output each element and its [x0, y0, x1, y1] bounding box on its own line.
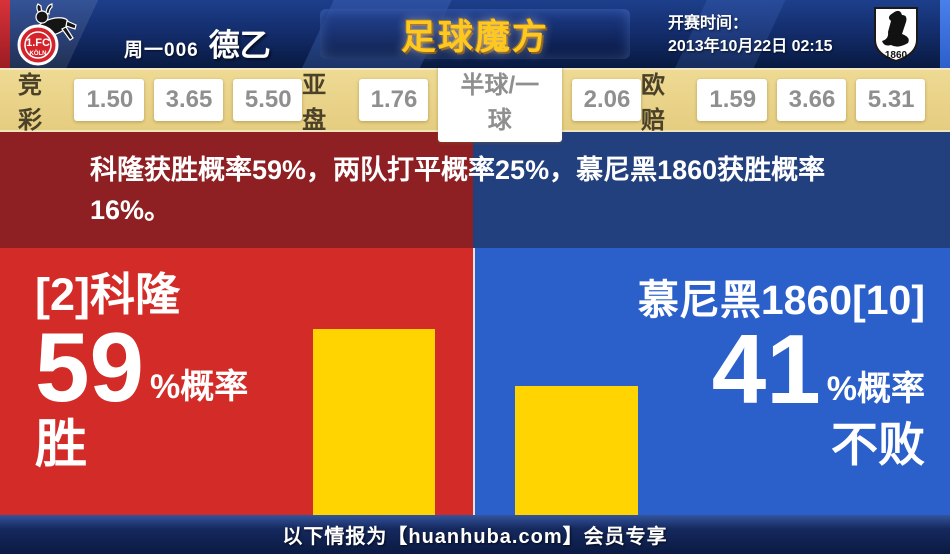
away-probability-bar [515, 386, 638, 515]
odds-group-jingcai: 竞彩 1.50 3.65 5.50 [18, 65, 303, 135]
home-team-name: [2]科隆 [35, 269, 180, 320]
munich-1860-crest-icon: 1860 [874, 7, 918, 63]
odds-label-jingcai: 竞彩 [18, 72, 42, 134]
prediction-summary: 科隆获胜概率59%，两队打平概率25%，慕尼黑1860获胜概率16%。 [0, 130, 950, 248]
away-probability-value: 41 [711, 314, 821, 424]
munich-crest-year: 1860 [885, 50, 908, 61]
away-outcome-label: 不败 [831, 418, 925, 471]
kickoff-datetime: 2013年10月22日 02:15 [668, 38, 833, 55]
odds-group-euro: 欧赔 1.59 3.66 5.31 [641, 65, 925, 135]
koeln-crest-icon: 1.FC KÖLN [17, 3, 77, 66]
odds-value-draw[interactable]: 3.65 [153, 79, 223, 121]
euro-draw-odds[interactable]: 3.66 [776, 79, 846, 121]
away-probability-unit: %概率 [826, 370, 925, 408]
blue-edge-strip [940, 0, 950, 68]
asian-away-odds[interactable]: 2.06 [571, 79, 641, 121]
kickoff-label: 开赛时间： [668, 15, 749, 32]
home-panel: [2]科隆 59 %概率 胜 [35, 266, 248, 480]
league-name: 德乙 [208, 28, 271, 63]
home-probability-value: 59 [35, 312, 145, 422]
red-edge-strip [0, 0, 10, 68]
home-probability-unit: %概率 [150, 368, 249, 406]
brand-logo-text: 足球魔方 [400, 17, 549, 57]
match-info: 周一006 德乙 [124, 20, 271, 65]
euro-home-odds[interactable]: 1.59 [697, 79, 767, 121]
asian-home-odds[interactable]: 1.76 [358, 79, 428, 121]
footer-text: 以下情报为【huanhuba.com】会员专享 [282, 526, 668, 548]
odds-value-away-win[interactable]: 5.50 [232, 79, 303, 121]
odds-value-home-win[interactable]: 1.50 [74, 79, 144, 121]
away-team-name: 慕尼黑1860[10] [637, 277, 925, 323]
kickoff-time-block: 开赛时间： 2013年10月22日 02:15 [668, 12, 833, 58]
header: 1.FC KÖLN 周一006 德乙 足球魔方 开赛时间： 2013年10月22… [0, 0, 950, 68]
away-probability-row: 41 %概率 [711, 314, 925, 424]
odds-bar: 竞彩 1.50 3.65 5.50 亚盘 1.76 半球/一球 2.06 欧赔 … [0, 58, 950, 142]
odds-group-asian-handicap: 亚盘 1.76 半球/一球 2.06 [302, 58, 641, 142]
home-probability-row: 59 %概率 [35, 312, 249, 422]
brand-logo[interactable]: 足球魔方 [320, 9, 630, 59]
asian-handicap-line[interactable]: 半球/一球 [437, 58, 562, 142]
koeln-crest-text: 1.FC [26, 37, 50, 49]
svg-text:KÖLN: KÖLN [30, 50, 47, 57]
euro-away-odds[interactable]: 5.31 [855, 79, 925, 121]
footer-banner: 以下情报为【huanhuba.com】会员专享 [0, 515, 950, 554]
probability-panels: [2]科隆 59 %概率 胜 慕尼黑1860[10] 41 %概率 不败 [0, 248, 950, 515]
prediction-summary-text: 科隆获胜概率59%，两队打平概率25%，慕尼黑1860获胜概率16%。 [90, 155, 826, 225]
home-probability-bar [313, 329, 435, 515]
away-panel: 慕尼黑1860[10] 41 %概率 不败 [638, 274, 925, 476]
odds-label-euro: 欧赔 [640, 72, 665, 134]
home-outcome-label: 胜 [35, 416, 88, 474]
match-number: 周一006 [124, 40, 199, 61]
odds-label-asian: 亚盘 [302, 72, 327, 134]
